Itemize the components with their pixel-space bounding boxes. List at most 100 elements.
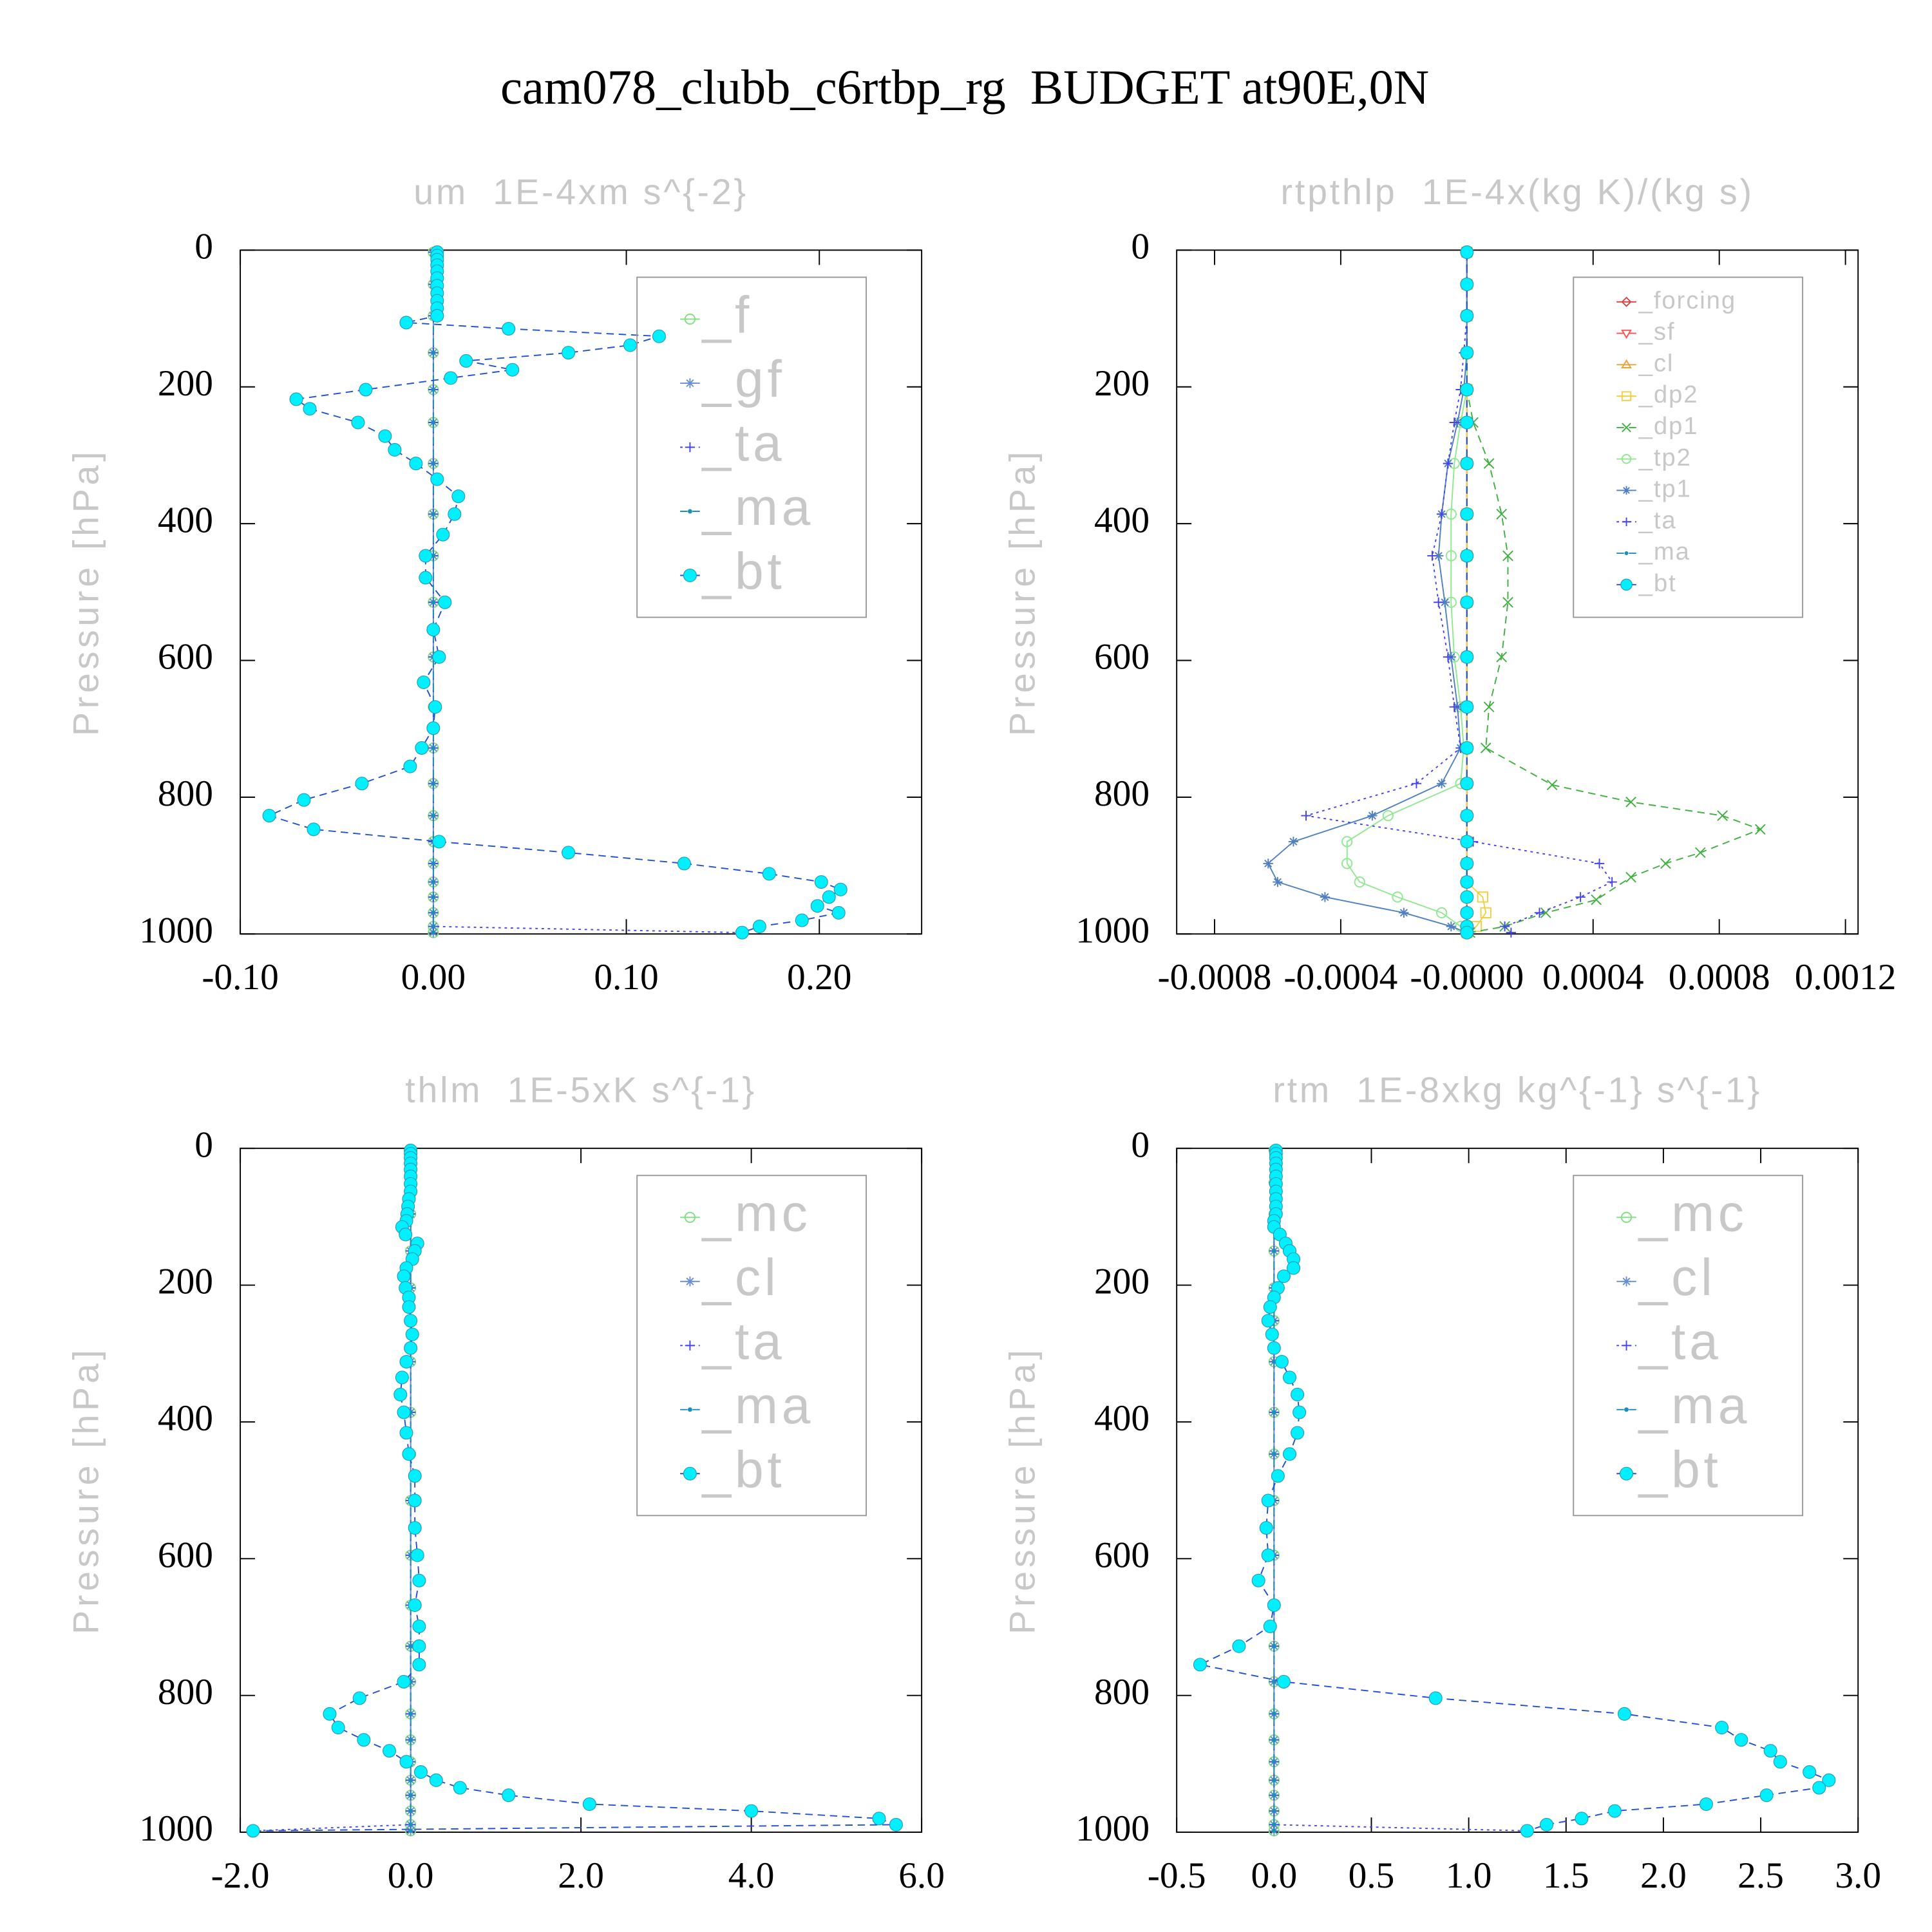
legend-box — [1573, 276, 1804, 618]
marker — [431, 861, 436, 866]
legend-label: _bt — [1638, 569, 1677, 597]
marker — [562, 846, 576, 860]
marker — [428, 700, 442, 714]
marker — [431, 930, 436, 935]
marker — [431, 910, 436, 915]
marker — [451, 489, 466, 504]
marker — [419, 549, 433, 563]
marker — [1354, 876, 1365, 888]
y-tick-label: 800 — [158, 1672, 213, 1712]
marker — [1273, 876, 1283, 887]
marker — [1436, 509, 1447, 519]
marker — [685, 442, 696, 453]
marker — [1367, 810, 1378, 821]
marker — [351, 415, 365, 430]
marker — [432, 650, 446, 664]
marker — [399, 1426, 413, 1440]
marker — [1460, 835, 1474, 849]
marker — [795, 913, 809, 927]
marker — [431, 461, 436, 466]
marker — [402, 1447, 416, 1461]
marker — [684, 313, 696, 325]
legend-box — [636, 276, 867, 618]
legend-label: _ma — [701, 478, 815, 536]
marker — [1460, 383, 1474, 397]
marker — [412, 1619, 426, 1633]
marker — [1502, 596, 1513, 608]
marker — [246, 1824, 260, 1838]
legend-label: _dp2 — [1638, 381, 1699, 408]
marker — [1428, 1691, 1443, 1705]
x-tick-label: 0.0 — [1251, 1855, 1297, 1896]
legend-box — [636, 1175, 867, 1517]
marker — [357, 1733, 371, 1747]
marker — [1621, 359, 1632, 368]
marker — [404, 1341, 418, 1355]
marker — [408, 1828, 413, 1833]
legend-label: _gf — [701, 350, 786, 408]
marker — [1496, 651, 1508, 663]
y-tick-label: 0 — [1131, 1124, 1150, 1165]
marker — [506, 363, 520, 377]
marker — [1271, 1777, 1276, 1783]
y-tick-label: 400 — [158, 500, 213, 540]
marker — [397, 1674, 411, 1689]
legend-label: _ma — [1638, 1377, 1751, 1435]
marker — [1763, 1744, 1777, 1758]
legend-label: _cl — [701, 1249, 780, 1307]
marker — [1759, 1788, 1774, 1803]
marker — [1619, 1466, 1634, 1481]
marker — [1460, 777, 1474, 791]
x-tick-label: 0.00 — [401, 957, 466, 998]
marker — [1271, 1410, 1276, 1415]
marker — [1434, 597, 1444, 607]
marker — [685, 1340, 696, 1350]
x-tick-label: 3.0 — [1835, 1855, 1881, 1896]
legend-label: _mc — [701, 1185, 811, 1243]
x-tick-label: 0.20 — [787, 957, 851, 998]
marker — [683, 568, 697, 583]
marker — [1460, 700, 1474, 714]
marker — [1439, 597, 1450, 607]
marker — [431, 600, 436, 605]
marker — [1382, 810, 1394, 822]
x-tick-label: -0.5 — [1148, 1855, 1206, 1896]
y-tick-label: 600 — [1094, 637, 1150, 677]
marker — [1460, 346, 1474, 360]
marker — [1293, 1405, 1307, 1419]
series-line — [1305, 252, 1613, 933]
marker — [431, 813, 436, 818]
marker — [687, 1407, 692, 1412]
marker — [1546, 779, 1558, 791]
plot-frame — [240, 249, 923, 935]
marker — [431, 350, 436, 355]
marker — [403, 759, 417, 773]
marker — [408, 1793, 413, 1798]
x-tick-label: 2.0 — [1640, 1855, 1687, 1896]
marker — [409, 457, 423, 471]
marker — [1443, 459, 1454, 469]
marker — [1271, 1679, 1276, 1684]
marker — [1624, 551, 1629, 556]
marker — [1620, 578, 1633, 591]
series-line — [267, 252, 842, 934]
marker — [502, 1788, 516, 1803]
marker — [1499, 921, 1510, 932]
marker — [431, 420, 436, 425]
marker — [1274, 1354, 1289, 1368]
marker — [297, 793, 311, 807]
y-tick-label: 800 — [158, 773, 213, 814]
series-line — [1198, 1150, 1830, 1832]
y-tick-label: 200 — [158, 363, 213, 404]
x-tick-label: 4.0 — [728, 1855, 775, 1896]
y-axis-label: Pressure [hPa] — [66, 448, 106, 736]
y-tick-label: 200 — [1094, 1262, 1150, 1302]
marker — [1271, 1711, 1276, 1716]
marker — [1460, 650, 1474, 664]
y-tick-label: 800 — [1094, 773, 1150, 814]
marker — [1480, 907, 1492, 918]
legend-box — [1573, 1175, 1804, 1517]
marker — [378, 429, 392, 443]
